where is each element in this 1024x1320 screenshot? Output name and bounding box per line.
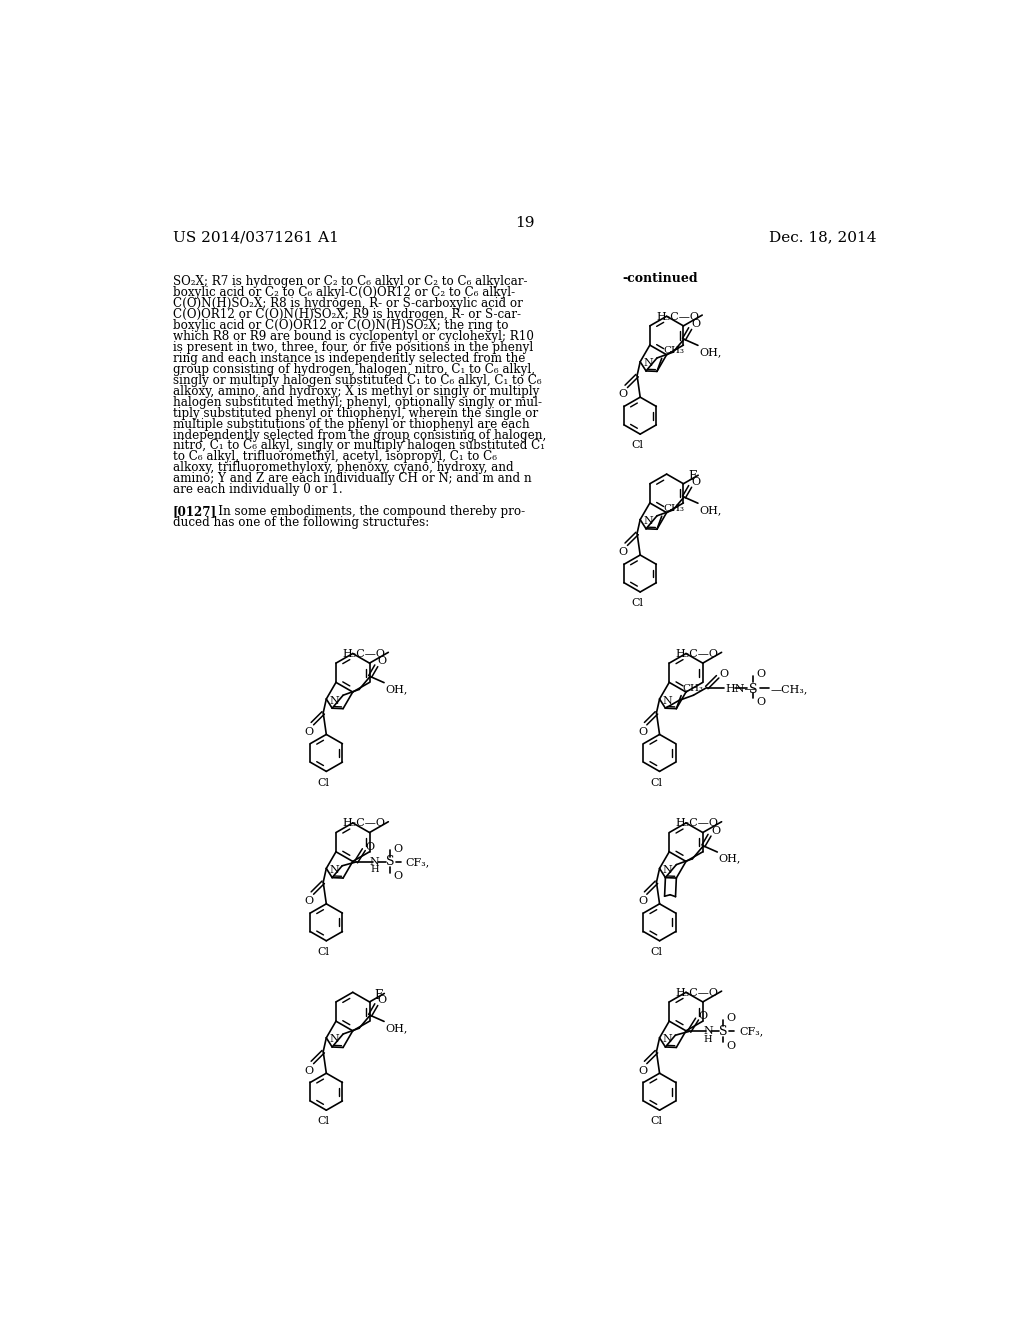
Text: H₃C—O: H₃C—O — [656, 312, 699, 322]
Text: N: N — [663, 865, 673, 875]
Text: Cl: Cl — [631, 441, 643, 450]
Text: OH,: OH, — [719, 854, 741, 863]
Text: O: O — [726, 1014, 735, 1023]
Text: O: O — [618, 389, 628, 400]
Text: OH,: OH, — [386, 684, 408, 694]
Text: Cl: Cl — [317, 777, 329, 788]
Text: N: N — [370, 857, 380, 867]
Text: CH₃: CH₃ — [683, 684, 703, 693]
Text: H: H — [371, 865, 379, 874]
Text: O: O — [618, 548, 628, 557]
Text: O: O — [305, 727, 313, 737]
Text: H₃C—O: H₃C—O — [342, 818, 385, 828]
Text: H₃C—O: H₃C—O — [676, 987, 719, 998]
Text: O: O — [638, 727, 647, 737]
Text: Cl: Cl — [317, 946, 329, 957]
Text: boxylic acid or C(O)OR12 or C(O)N(H)SO₂X; the ring to: boxylic acid or C(O)OR12 or C(O)N(H)SO₂X… — [173, 319, 509, 333]
Text: O: O — [393, 871, 402, 882]
Text: F: F — [375, 989, 383, 1002]
Text: CF₃,: CF₃, — [739, 1027, 763, 1036]
Text: O: O — [378, 995, 387, 1005]
Text: nitro, C₁ to C₆ alkyl, singly or multiply halogen substituted C₁: nitro, C₁ to C₆ alkyl, singly or multipl… — [173, 440, 545, 453]
Text: S: S — [719, 1024, 728, 1038]
Text: O: O — [366, 842, 375, 851]
Text: alkoxy, trifluoromethyloxy, phenoxy, cyano, hydroxy, and: alkoxy, trifluoromethyloxy, phenoxy, cya… — [173, 461, 514, 474]
Text: OH,: OH, — [699, 504, 722, 515]
Text: O: O — [711, 825, 720, 836]
Text: O: O — [726, 1040, 735, 1051]
Text: H₃C—O: H₃C—O — [342, 649, 385, 659]
Text: O: O — [757, 697, 766, 706]
Text: C(O)N(H)SO₂X; R8 is hydrogen, R- or S-carboxylic acid or: C(O)N(H)SO₂X; R8 is hydrogen, R- or S-ca… — [173, 297, 523, 310]
Text: US 2014/0371261 A1: US 2014/0371261 A1 — [173, 230, 339, 244]
Text: amino; Y and Z are each individually CH or N; and m and n: amino; Y and Z are each individually CH … — [173, 473, 531, 486]
Text: N: N — [643, 358, 653, 368]
Text: Dec. 18, 2014: Dec. 18, 2014 — [769, 230, 877, 244]
Text: alkoxy, amino, and hydroxy; X is methyl or singly or multiply: alkoxy, amino, and hydroxy; X is methyl … — [173, 385, 540, 397]
Text: [0127]: [0127] — [173, 506, 217, 517]
Text: independently selected from the group consisting of halogen,: independently selected from the group co… — [173, 429, 546, 441]
Text: H: H — [703, 1035, 713, 1044]
Text: S: S — [750, 682, 758, 696]
Text: multiple substitutions of the phenyl or thiophenyl are each: multiple substitutions of the phenyl or … — [173, 417, 529, 430]
Text: O: O — [719, 669, 728, 678]
Text: O: O — [393, 843, 402, 854]
Text: Cl: Cl — [650, 1117, 663, 1126]
Text: F: F — [688, 470, 696, 483]
Text: OH,: OH, — [386, 1023, 408, 1034]
Text: H₃C—O: H₃C—O — [676, 818, 719, 828]
Text: N: N — [643, 516, 653, 527]
Text: SO₂X; R7 is hydrogen or C₂ to C₆ alkyl or C₂ to C₆ alkylcar-: SO₂X; R7 is hydrogen or C₂ to C₆ alkyl o… — [173, 276, 527, 289]
Text: O: O — [757, 669, 766, 680]
Text: Cl: Cl — [317, 1117, 329, 1126]
Text: O: O — [378, 656, 387, 667]
Text: duced has one of the following structures:: duced has one of the following structure… — [173, 516, 429, 529]
Text: are each individually 0 or 1.: are each individually 0 or 1. — [173, 483, 343, 496]
Text: OH,: OH, — [699, 347, 722, 356]
Text: O: O — [698, 1011, 708, 1020]
Text: O: O — [692, 477, 700, 487]
Text: N: N — [703, 1027, 713, 1036]
Text: H₃C—O: H₃C—O — [676, 649, 719, 659]
Text: O: O — [638, 896, 647, 906]
Text: In some embodiments, the compound thereby pro-: In some embodiments, the compound thereb… — [207, 506, 525, 517]
Text: C(O)OR12 or C(O)N(H)SO₂X; R9 is hydrogen, R- or S-car-: C(O)OR12 or C(O)N(H)SO₂X; R9 is hydrogen… — [173, 309, 521, 321]
Text: is present in two, three, four, or five positions in the phenyl: is present in two, three, four, or five … — [173, 341, 534, 354]
Text: group consisting of hydrogen, halogen, nitro, C₁ to C₆ alkyl,: group consisting of hydrogen, halogen, n… — [173, 363, 535, 376]
Text: N: N — [330, 696, 339, 706]
Text: O: O — [692, 319, 700, 329]
Text: —CH₃,: —CH₃, — [770, 684, 808, 694]
Text: Cl: Cl — [631, 598, 643, 609]
Text: O: O — [305, 896, 313, 906]
Text: N: N — [663, 1035, 673, 1044]
Text: ring and each instance is independently selected from the: ring and each instance is independently … — [173, 352, 525, 364]
Text: S: S — [386, 855, 394, 869]
Text: CH₃: CH₃ — [664, 504, 684, 513]
Text: halogen substituted methyl; phenyl, optionally singly or mul-: halogen substituted methyl; phenyl, opti… — [173, 396, 542, 409]
Text: which R8 or R9 are bound is cyclopentyl or cyclohexyl; R10: which R8 or R9 are bound is cyclopentyl … — [173, 330, 534, 343]
Text: CF₃,: CF₃, — [406, 857, 430, 867]
Text: -continued: -continued — [623, 272, 698, 285]
Text: N: N — [330, 1035, 339, 1044]
Text: N: N — [663, 696, 673, 706]
Text: Cl: Cl — [650, 777, 663, 788]
Text: CH₃: CH₃ — [664, 346, 684, 355]
Text: O: O — [305, 1065, 313, 1076]
Text: N: N — [330, 865, 339, 875]
Text: tiply substituted phenyl or thiophenyl, wherein the single or: tiply substituted phenyl or thiophenyl, … — [173, 407, 538, 420]
Text: Cl: Cl — [650, 946, 663, 957]
Text: to C₆ alkyl, trifluoromethyl, acetyl, isopropyl, C₁ to C₆: to C₆ alkyl, trifluoromethyl, acetyl, is… — [173, 450, 497, 463]
Text: boxylic acid or C₂ to C₆ alkyl-C(O)OR12 or C₂ to C₆ alkyl-: boxylic acid or C₂ to C₆ alkyl-C(O)OR12 … — [173, 286, 515, 300]
Text: singly or multiply halogen substituted C₁ to C₆ alkyl, C₁ to C₆: singly or multiply halogen substituted C… — [173, 374, 542, 387]
Text: HN—: HN— — [725, 684, 756, 694]
Text: 19: 19 — [515, 216, 535, 230]
Text: O: O — [638, 1065, 647, 1076]
